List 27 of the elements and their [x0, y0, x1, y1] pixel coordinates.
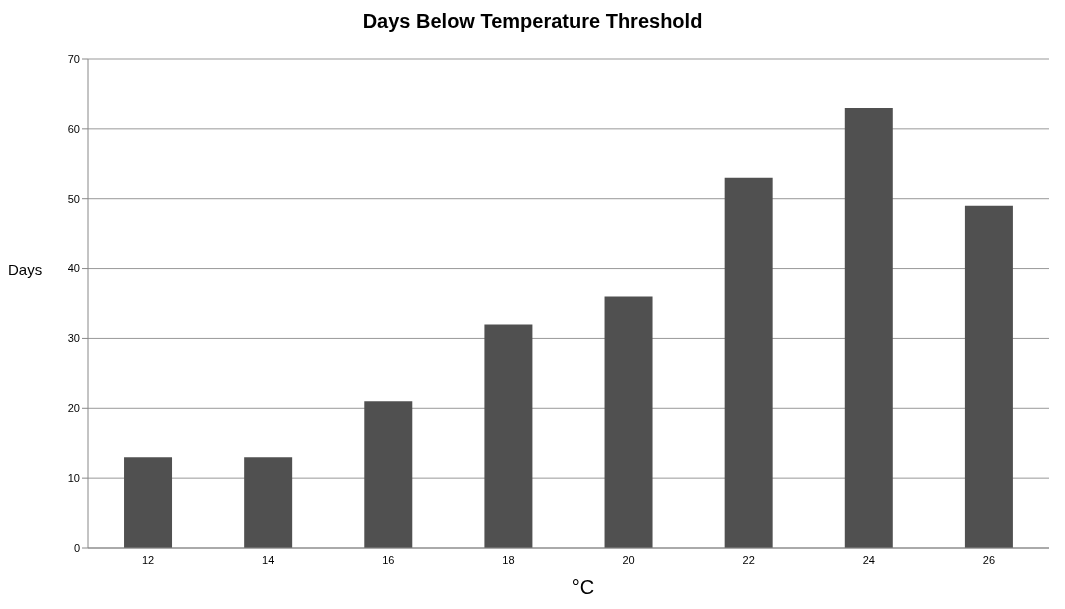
bar — [124, 457, 173, 548]
bar — [844, 107, 893, 548]
x-tick-label: 12 — [141, 553, 155, 566]
bar — [964, 205, 1013, 548]
bar — [364, 401, 413, 548]
x-tick-label: 20 — [622, 553, 635, 566]
x-tick-label: 22 — [742, 553, 755, 566]
bar — [244, 457, 293, 548]
bar — [724, 177, 773, 548]
y-tick-label: 70 — [67, 52, 80, 65]
y-tick-label: 0 — [73, 541, 80, 554]
x-tick-label: 24 — [862, 553, 875, 566]
x-tick-label: 16 — [382, 553, 395, 566]
y-tick-label: 30 — [67, 332, 80, 345]
y-tick-label: 10 — [67, 472, 80, 485]
x-tick-label: 26 — [982, 553, 996, 566]
y-tick-label: 40 — [67, 262, 80, 275]
y-tick-label: 50 — [67, 192, 80, 205]
chart-title: Days Below Temperature Threshold — [361, 10, 704, 33]
x-tick-label: 18 — [502, 553, 515, 566]
bar — [604, 296, 653, 548]
y-tick-label: 20 — [67, 402, 80, 415]
y-axis-title: Days — [8, 261, 43, 278]
x-tick-label: 14 — [262, 553, 275, 566]
y-tick-label: 60 — [67, 122, 80, 135]
bar — [484, 324, 533, 548]
x-axis-title: °C — [570, 576, 596, 599]
